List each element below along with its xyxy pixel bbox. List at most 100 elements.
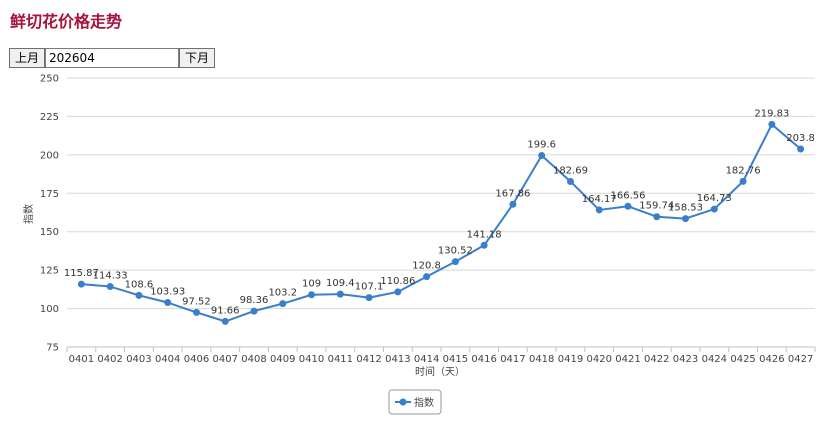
data-label: 110.86 bbox=[380, 276, 415, 287]
data-point[interactable] bbox=[538, 151, 546, 159]
data-label: 115.87 bbox=[64, 268, 99, 279]
series-line bbox=[81, 123, 802, 323]
data-label: 182.76 bbox=[726, 165, 761, 176]
data-point[interactable] bbox=[221, 317, 229, 325]
x-tick-label: 0408 bbox=[241, 354, 266, 365]
data-label: 158.53 bbox=[668, 203, 703, 214]
data-point[interactable] bbox=[192, 308, 200, 316]
data-point[interactable] bbox=[164, 299, 172, 307]
month-navigator: 上月 下月 bbox=[9, 48, 216, 68]
data-point[interactable] bbox=[279, 300, 287, 308]
data-point[interactable] bbox=[653, 213, 661, 221]
x-tick-label: 0425 bbox=[730, 354, 755, 365]
data-label: 108.6 bbox=[125, 279, 154, 290]
y-tick-label: 175 bbox=[40, 189, 59, 200]
data-label: 114.33 bbox=[93, 271, 128, 282]
x-tick-label: 0406 bbox=[184, 354, 209, 365]
data-point[interactable] bbox=[768, 120, 776, 128]
data-label: 97.52 bbox=[182, 296, 211, 307]
data-point[interactable] bbox=[336, 290, 344, 298]
legend[interactable]: 指数 bbox=[388, 389, 442, 415]
data-label: 182.69 bbox=[553, 165, 588, 176]
data-point[interactable] bbox=[624, 202, 632, 210]
x-tick-label: 0426 bbox=[759, 354, 784, 365]
data-point[interactable] bbox=[797, 145, 805, 153]
x-tick-label: 0419 bbox=[558, 354, 583, 365]
x-tick-label: 0411 bbox=[328, 354, 353, 365]
x-tick-label: 0416 bbox=[471, 354, 496, 365]
x-tick-label: 0412 bbox=[356, 354, 381, 365]
x-tick-label: 0418 bbox=[529, 354, 554, 365]
x-tick-label: 0413 bbox=[385, 354, 410, 365]
x-tick-label: 0420 bbox=[587, 354, 612, 365]
data-point[interactable] bbox=[480, 241, 488, 249]
x-tick-label: 0403 bbox=[126, 354, 151, 365]
x-tick-label: 0423 bbox=[673, 354, 698, 365]
series-0: 115.87114.33108.6103.9397.5291.6698.3610… bbox=[64, 108, 815, 325]
x-tick-label: 0401 bbox=[69, 354, 94, 365]
data-label: 91.66 bbox=[211, 305, 240, 316]
data-point[interactable] bbox=[308, 291, 316, 299]
x-tick-label: 0410 bbox=[299, 354, 324, 365]
data-point[interactable] bbox=[135, 291, 143, 299]
data-point[interactable] bbox=[423, 273, 431, 281]
data-label: 103.93 bbox=[150, 287, 185, 298]
month-input[interactable] bbox=[45, 48, 180, 68]
data-point[interactable] bbox=[682, 215, 690, 223]
x-axis-title: 时间（天） bbox=[415, 365, 465, 378]
data-label: 167.86 bbox=[495, 188, 530, 199]
data-label: 98.36 bbox=[240, 295, 269, 306]
x-tick-label: 0427 bbox=[788, 354, 813, 365]
data-label: 199.6 bbox=[527, 139, 556, 150]
data-point[interactable] bbox=[451, 258, 459, 266]
x-tick-label: 0404 bbox=[155, 354, 180, 365]
data-label: 109 bbox=[302, 279, 321, 290]
legend-box bbox=[388, 389, 442, 415]
x-tick-label: 0417 bbox=[500, 354, 525, 365]
data-label: 164.73 bbox=[697, 193, 732, 204]
x-tick-label: 0402 bbox=[97, 354, 122, 365]
x-tick-label: 0422 bbox=[644, 354, 669, 365]
data-point[interactable] bbox=[509, 200, 517, 208]
data-label: 219.83 bbox=[754, 108, 789, 119]
data-point[interactable] bbox=[739, 177, 747, 185]
data-point[interactable] bbox=[250, 307, 258, 315]
x-tick-label: 0415 bbox=[443, 354, 468, 365]
data-point[interactable] bbox=[595, 206, 603, 214]
axes: 75 100 125 150 175 200 225 250 0401 0402 0403 0404 0… bbox=[40, 74, 816, 365]
data-label: 109.4 bbox=[326, 278, 355, 289]
data-label: 164.17 bbox=[582, 194, 617, 205]
y-tick-label: 200 bbox=[40, 150, 59, 161]
data-label: 103.2 bbox=[268, 288, 297, 299]
page-title: 鲜切花价格走势 bbox=[10, 12, 123, 31]
data-label: 166.56 bbox=[611, 190, 646, 201]
y-tick-label: 75 bbox=[46, 343, 59, 354]
data-label: 203.8 bbox=[786, 133, 815, 144]
legend-label: 指数 bbox=[414, 396, 434, 409]
y-tick-label: 225 bbox=[40, 112, 59, 123]
x-tick-label: 0414 bbox=[414, 354, 439, 365]
data-point[interactable] bbox=[106, 283, 114, 291]
next-month-button[interactable]: 下月 bbox=[179, 48, 216, 68]
y-tick-label: 150 bbox=[40, 227, 59, 238]
prev-month-button[interactable]: 上月 bbox=[9, 48, 46, 68]
data-point[interactable] bbox=[566, 177, 574, 185]
y-tick-label: 125 bbox=[40, 266, 59, 277]
data-label: 130.52 bbox=[438, 246, 473, 257]
data-point[interactable] bbox=[394, 288, 402, 296]
y-tick-label: 250 bbox=[40, 74, 59, 85]
data-point[interactable] bbox=[365, 294, 373, 302]
data-label: 120.8 bbox=[412, 261, 441, 272]
x-tick-label: 0421 bbox=[615, 354, 640, 365]
y-axis-title: 指数 bbox=[22, 204, 35, 224]
data-label: 107.1 bbox=[355, 282, 384, 293]
legend-marker-swatch bbox=[399, 398, 407, 406]
data-point[interactable] bbox=[77, 280, 85, 288]
data-label: 159.74 bbox=[639, 201, 674, 212]
x-tick-label: 0407 bbox=[213, 354, 238, 365]
data-point[interactable] bbox=[710, 205, 718, 213]
x-tick-label: 0424 bbox=[702, 354, 727, 365]
data-label: 141.18 bbox=[467, 229, 502, 240]
series-lines: 115.87114.33108.6103.9397.5291.6698.3610… bbox=[64, 108, 815, 325]
y-tick-label: 100 bbox=[40, 304, 59, 315]
